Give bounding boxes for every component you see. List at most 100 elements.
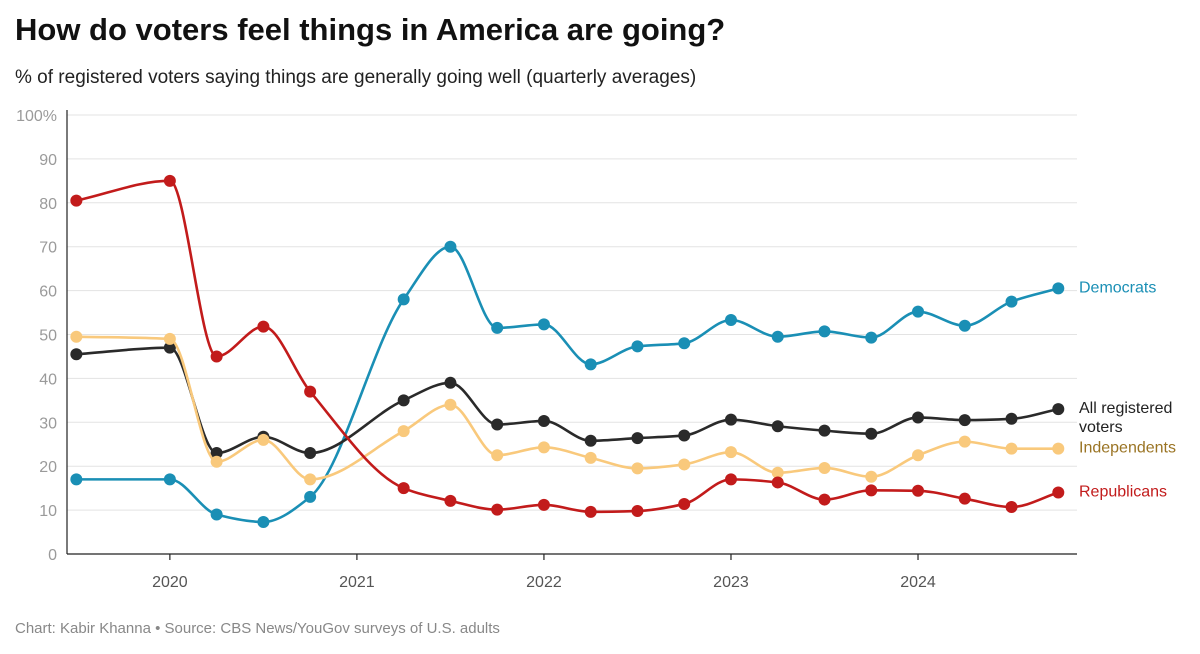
data-point-all-registered-voters bbox=[304, 447, 317, 460]
data-point-independents bbox=[163, 332, 176, 345]
data-point-democrats bbox=[1005, 295, 1018, 308]
data-point-democrats bbox=[584, 358, 597, 371]
y-tick-label: 0 bbox=[48, 547, 57, 564]
y-tick-label: 50 bbox=[39, 328, 57, 345]
data-point-democrats bbox=[1052, 282, 1065, 295]
data-point-democrats bbox=[631, 340, 644, 353]
data-point-republicans bbox=[818, 493, 831, 506]
series-line-all-registered-voters bbox=[75, 346, 1060, 455]
data-point-independents bbox=[1005, 442, 1018, 455]
data-point-democrats bbox=[397, 293, 410, 306]
data-point-independents bbox=[70, 330, 83, 343]
data-point-all-registered-voters bbox=[1005, 412, 1018, 425]
data-point-all-registered-voters bbox=[865, 427, 878, 440]
data-point-democrats bbox=[304, 490, 317, 503]
data-point-all-registered-voters bbox=[631, 432, 644, 445]
data-point-all-registered-voters bbox=[537, 414, 550, 427]
data-point-republicans bbox=[678, 497, 691, 510]
data-point-independents bbox=[678, 458, 691, 471]
data-point-all-registered-voters bbox=[912, 411, 925, 424]
data-point-independents bbox=[397, 425, 410, 438]
series-labels: Democrats All registered voters Independent… bbox=[1079, 279, 1176, 500]
data-point-democrats bbox=[771, 330, 784, 343]
y-tick-label: 80 bbox=[39, 196, 57, 213]
series-label-independents: Independents bbox=[1079, 440, 1176, 457]
data-point-independents bbox=[724, 446, 737, 459]
data-point-independents bbox=[257, 433, 270, 446]
data-point-democrats bbox=[70, 473, 83, 486]
data-point-democrats bbox=[444, 240, 457, 253]
data-point-all-registered-voters bbox=[397, 394, 410, 407]
data-point-democrats bbox=[724, 314, 737, 327]
data-point-independents bbox=[771, 466, 784, 479]
data-point-republicans bbox=[584, 505, 597, 518]
data-point-all-registered-voters bbox=[70, 348, 83, 361]
data-point-independents bbox=[444, 398, 457, 411]
data-point-republicans bbox=[304, 385, 317, 398]
data-point-independents bbox=[818, 461, 831, 474]
series-line-independents bbox=[75, 335, 1060, 481]
data-point-independents bbox=[210, 455, 223, 468]
data-point-independents bbox=[491, 449, 504, 462]
series-label-all-registered-voters: voters bbox=[1079, 419, 1123, 436]
data-point-all-registered-voters bbox=[958, 414, 971, 427]
y-tick-label: 100% bbox=[16, 108, 57, 125]
x-tick-label: 2022 bbox=[526, 574, 562, 591]
data-point-republicans bbox=[491, 503, 504, 516]
data-point-independents bbox=[865, 470, 878, 483]
data-point-independents bbox=[631, 462, 644, 475]
data-point-republicans bbox=[912, 484, 925, 497]
series-label-democrats: Democrats bbox=[1079, 279, 1156, 296]
series-lines bbox=[70, 174, 1065, 528]
data-point-all-registered-voters bbox=[678, 429, 691, 442]
data-point-independents bbox=[584, 451, 597, 464]
series-label-all-registered-voters: All registered bbox=[1079, 400, 1172, 417]
y-tick-label: 60 bbox=[39, 284, 57, 301]
data-point-democrats bbox=[257, 515, 270, 528]
data-point-republicans bbox=[771, 476, 784, 489]
y-tick-label: 30 bbox=[39, 415, 57, 432]
chart-source: Chart: Kabir Khanna • Source: CBS News/Y… bbox=[15, 620, 500, 637]
data-point-republicans bbox=[257, 320, 270, 333]
data-point-all-registered-voters bbox=[163, 341, 176, 354]
data-point-democrats bbox=[163, 473, 176, 486]
y-tick-label: 70 bbox=[39, 240, 57, 257]
series-line-republicans bbox=[75, 179, 1060, 514]
y-tick-label: 10 bbox=[39, 503, 57, 520]
x-tick-label: 2023 bbox=[713, 574, 749, 591]
data-point-independents bbox=[912, 449, 925, 462]
chart-title: How do voters feel things in America are… bbox=[15, 12, 726, 47]
x-tick-label: 2020 bbox=[152, 574, 188, 591]
data-point-democrats bbox=[210, 508, 223, 521]
data-point-democrats bbox=[865, 331, 878, 344]
series-label-republicans: Republicans bbox=[1079, 484, 1167, 501]
data-point-democrats bbox=[818, 325, 831, 338]
data-point-all-registered-voters bbox=[771, 420, 784, 433]
data-point-republicans bbox=[958, 492, 971, 505]
data-point-democrats bbox=[537, 318, 550, 331]
data-point-democrats bbox=[912, 305, 925, 318]
data-point-democrats bbox=[491, 321, 504, 334]
data-point-all-registered-voters bbox=[584, 434, 597, 447]
x-tick-label: 2024 bbox=[900, 574, 936, 591]
y-tick-label: 40 bbox=[39, 371, 57, 388]
data-point-all-registered-voters bbox=[491, 418, 504, 431]
data-point-republicans bbox=[70, 194, 83, 207]
data-point-democrats bbox=[958, 319, 971, 332]
data-point-all-registered-voters bbox=[210, 447, 223, 460]
data-point-all-registered-voters bbox=[444, 376, 457, 389]
data-point-republicans bbox=[724, 473, 737, 486]
data-point-republicans bbox=[397, 482, 410, 495]
data-point-republicans bbox=[444, 494, 457, 507]
data-point-republicans bbox=[631, 504, 644, 517]
data-point-republicans bbox=[163, 174, 176, 187]
chart-subtitle: % of registered voters saying things are… bbox=[15, 67, 697, 88]
data-point-all-registered-voters bbox=[724, 413, 737, 426]
data-point-all-registered-voters bbox=[1052, 403, 1065, 416]
y-tick-label: 20 bbox=[39, 459, 57, 476]
data-point-democrats bbox=[678, 337, 691, 350]
data-point-independents bbox=[1052, 442, 1065, 455]
x-tick-label: 2021 bbox=[339, 574, 375, 591]
data-point-independents bbox=[958, 435, 971, 448]
